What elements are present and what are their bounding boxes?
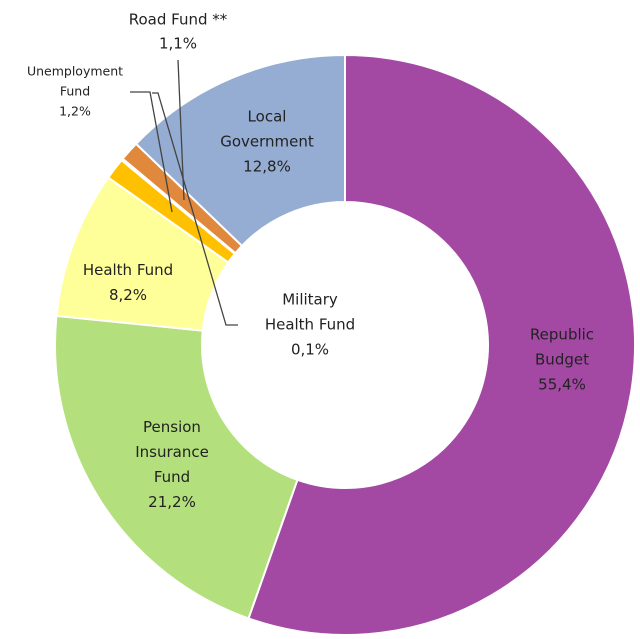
- segment-label: Unemployment: [27, 64, 123, 79]
- value-label: 55,4%: [538, 376, 586, 394]
- segment-label: Road Fund **: [129, 11, 228, 29]
- donut-segment: [134, 53, 346, 248]
- segment-label: Health Fund: [83, 261, 173, 279]
- donut-segment: [54, 314, 299, 620]
- segment-label: Insurance: [135, 443, 209, 461]
- ring: [54, 53, 636, 636]
- segment-label: Local: [248, 108, 287, 126]
- value-label: 1,2%: [59, 104, 91, 119]
- leader-line: [130, 91, 173, 213]
- segment-label: Health Fund: [265, 316, 355, 334]
- segment-label: Fund: [60, 84, 90, 99]
- segment-label: Pension: [143, 418, 201, 436]
- segment-label: Military: [282, 291, 338, 309]
- value-label: 0,1%: [291, 341, 329, 359]
- segment-label: Fund: [154, 468, 190, 486]
- value-label: 12,8%: [243, 158, 291, 176]
- leader-line: [152, 92, 238, 326]
- segment-label: Government: [220, 133, 314, 151]
- labels: Republic Budget 55,4% Pension Insurance Fund 2…: [27, 11, 594, 512]
- segment-label: Republic: [530, 326, 594, 344]
- segment-label: Budget: [535, 351, 589, 369]
- value-label: 8,2%: [109, 286, 147, 304]
- value-label: 21,2%: [148, 493, 196, 511]
- value-label: 1,1%: [159, 35, 197, 53]
